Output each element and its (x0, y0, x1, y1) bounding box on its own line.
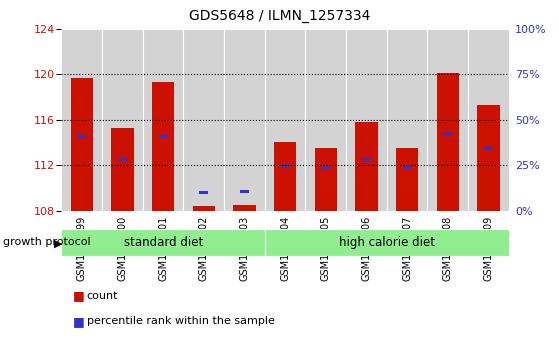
Bar (396, 148, 418, 211)
Bar (355, 122, 377, 211)
Bar (468, 29, 509, 211)
Bar (305, 29, 346, 211)
Text: count: count (87, 291, 118, 301)
Bar (61, 229, 265, 256)
Bar (274, 142, 296, 211)
Bar (428, 29, 468, 211)
Bar (387, 29, 428, 211)
Bar (200, 191, 209, 194)
Text: ■: ■ (73, 315, 84, 328)
Text: standard diet: standard diet (124, 236, 203, 249)
Bar (437, 73, 459, 211)
Bar (315, 148, 337, 211)
Bar (102, 29, 143, 211)
Bar (77, 135, 86, 138)
Bar (240, 190, 249, 193)
Bar (233, 205, 255, 211)
Text: percentile rank within the sample: percentile rank within the sample (87, 316, 274, 326)
Bar (61, 29, 102, 211)
Bar (193, 206, 215, 211)
Bar (183, 29, 224, 211)
Text: high calorie diet: high calorie diet (339, 236, 435, 249)
Bar (477, 105, 500, 211)
Text: ■: ■ (73, 289, 84, 302)
Bar (70, 78, 93, 211)
Text: ▶: ▶ (54, 239, 63, 249)
Bar (484, 147, 493, 150)
Bar (443, 132, 452, 135)
Bar (143, 29, 183, 211)
Bar (265, 29, 305, 211)
Bar (402, 166, 411, 169)
Bar (281, 164, 290, 167)
Bar (224, 29, 265, 211)
Bar (111, 128, 134, 211)
Bar (118, 158, 127, 161)
Bar (152, 82, 174, 211)
Text: growth protocol: growth protocol (3, 237, 91, 247)
Bar (321, 166, 330, 169)
Bar (362, 158, 371, 161)
Bar (346, 29, 387, 211)
Bar (159, 135, 168, 138)
Text: GDS5648 / ILMN_1257334: GDS5648 / ILMN_1257334 (189, 9, 370, 23)
Bar (265, 229, 509, 256)
